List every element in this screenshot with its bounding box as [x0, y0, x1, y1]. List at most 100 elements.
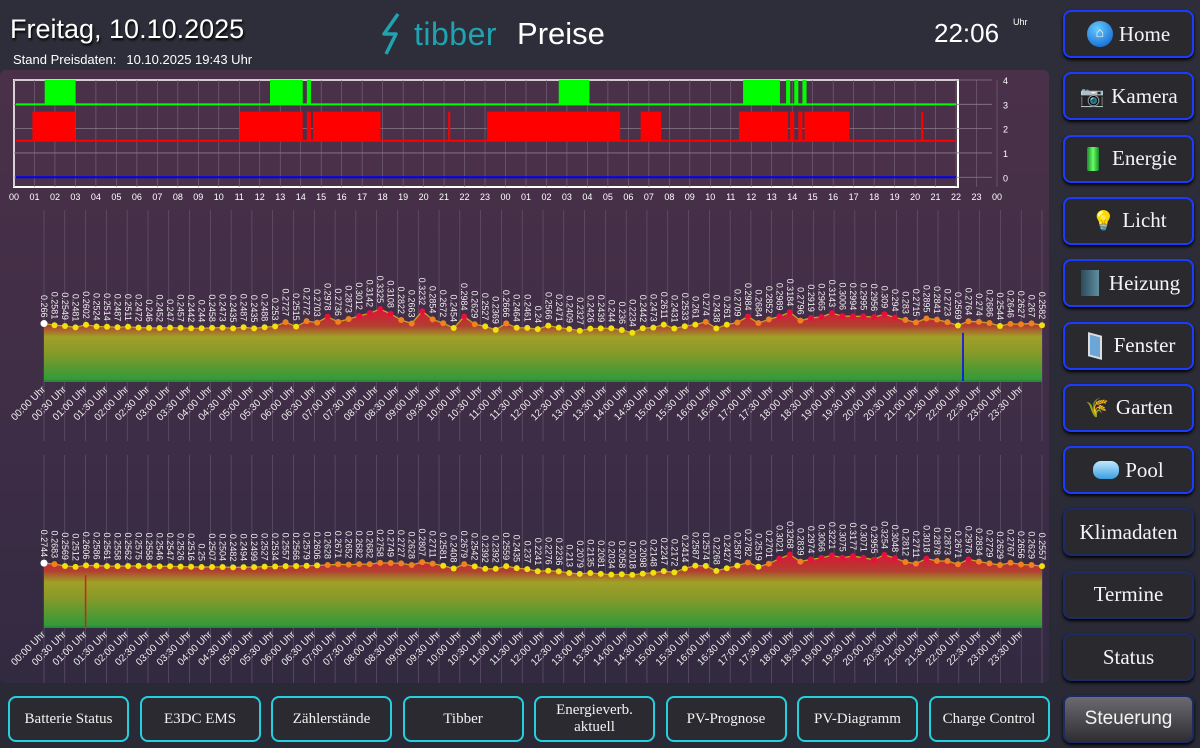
price-point [902, 316, 909, 323]
price-label: 0.237 [522, 541, 532, 564]
sidebar-item-fenster[interactable]: Fenster [1063, 321, 1194, 370]
price-point [314, 319, 321, 326]
nav-button-1[interactable]: E3DC EMS [139, 696, 261, 742]
status-x-tick: 02 [541, 192, 551, 202]
price-label: 0.2435 [228, 295, 238, 323]
price-label: 0.2514 [102, 293, 112, 321]
price-point [965, 556, 972, 563]
price-label: 0.3021 [774, 525, 784, 553]
price-point [818, 313, 825, 320]
nav-button-2[interactable]: Zählerstände [271, 696, 392, 742]
sidebar-item-label: Heizung [1108, 270, 1181, 295]
stand-value: 10.10.2025 19:43 Uhr [126, 52, 253, 67]
status-x-tick: 17 [357, 192, 367, 202]
price-point [629, 571, 636, 578]
status-x-tick: 14 [787, 192, 797, 202]
price-point [713, 567, 720, 574]
price-label: 0.2628 [323, 531, 333, 559]
sidebar-item-label: Home [1118, 21, 1171, 46]
price-point [461, 561, 468, 568]
price-label: 0.2629 [1026, 531, 1036, 559]
price-label: 0.2435 [512, 535, 522, 563]
price-label: 0.2369 [491, 296, 501, 324]
nav-button-3[interactable]: Tibber [402, 696, 524, 742]
nav-button-4[interactable]: Energieverb. aktuell [534, 696, 655, 742]
price-label: 0.2919 [806, 284, 816, 312]
sidebar-item-heizung[interactable]: Heizung [1063, 259, 1194, 308]
price-point [429, 560, 436, 567]
status-x-tick: 13 [767, 192, 777, 202]
nav-button-6[interactable]: PV-Diagramm [797, 696, 918, 742]
price-point [576, 327, 583, 334]
window-icon [1082, 331, 1108, 360]
price-point [303, 318, 310, 325]
sidebar-item-garten[interactable]: 🌾 Garten [1063, 383, 1194, 432]
price-point [146, 324, 153, 331]
price-point [818, 554, 825, 561]
price-label: 0.2686 [984, 289, 994, 317]
price-point [261, 563, 268, 570]
sidebar-item-home[interactable]: ⌂ Home [1063, 10, 1194, 58]
sidebar-item-pool[interactable]: Pool [1063, 446, 1194, 495]
price-point [408, 561, 415, 568]
stand-label: Stand Preisdaten: [13, 52, 117, 67]
sidebar-item-termine[interactable]: Termine [1063, 570, 1194, 619]
status-block-green [44, 80, 76, 105]
nav-button-5[interactable]: PV-Prognose [665, 696, 787, 742]
price-label: 0.2276 [543, 537, 553, 565]
price-point [387, 310, 394, 317]
price-label: 0.2994 [848, 283, 858, 311]
price-point [797, 558, 804, 565]
price-label: 0.244 [197, 300, 207, 323]
price-point [692, 321, 699, 328]
price-label: 0.2749 [386, 529, 396, 557]
price-label: 0.2727 [281, 289, 291, 317]
price-label: 0.2487 [239, 294, 249, 322]
price-label: 0.3018 [921, 525, 931, 553]
price-label: 0.2461 [522, 294, 532, 322]
price-label: 0.2758 [375, 529, 385, 557]
price-point [146, 563, 153, 570]
price-point [335, 318, 342, 325]
lightning-icon [382, 12, 400, 55]
price-label: 0.2561 [102, 533, 112, 561]
sidebar-item-licht[interactable]: 💡 Licht [1063, 196, 1194, 245]
nav-button-7[interactable]: Charge Control [928, 696, 1050, 742]
price-label: 0.2408 [449, 535, 459, 563]
price-point [324, 561, 331, 568]
sidebar-item-klimadaten[interactable]: Klimadaten [1063, 508, 1194, 557]
price-label: 0.2392 [480, 535, 490, 563]
nav-button-0[interactable]: Batterie Status [8, 696, 129, 742]
sidebar-item-status[interactable]: Status [1063, 633, 1194, 681]
status-x-tick: 06 [132, 192, 142, 202]
status-x-tick: 13 [275, 192, 285, 202]
price-label: 0.3006 [837, 283, 847, 311]
sidebar-item-steuerung[interactable]: Steuerung [1063, 695, 1194, 744]
price-point [492, 565, 499, 572]
sidebar-item-kamera[interactable]: 📷 Kamera [1063, 72, 1194, 121]
pool-icon [1093, 457, 1120, 483]
price-label: 0.2629 [470, 291, 480, 319]
price-label: 0.2854 [428, 286, 438, 314]
price-label: 0.2482 [228, 534, 238, 562]
price-point [807, 314, 814, 321]
status-x-tick: 12 [746, 192, 756, 202]
price-label: 0.3048 [890, 525, 900, 553]
price-point [944, 558, 951, 565]
sidebar-item-energie[interactable]: Energie [1063, 134, 1194, 183]
price-point [272, 323, 279, 330]
plant-icon: 🌾 [1085, 397, 1109, 419]
price-point [891, 555, 898, 562]
price-label: 0.2558 [113, 533, 123, 561]
price-point [744, 313, 751, 320]
price-point [660, 568, 667, 575]
price-point [1028, 561, 1035, 568]
price-label: 0.3184 [785, 279, 795, 307]
price-point [765, 560, 772, 567]
price-label: 0.2703 [312, 289, 322, 317]
price-label: 0.2812 [900, 528, 910, 556]
price-point [188, 325, 195, 332]
price-label: 0.2575 [134, 532, 144, 560]
price-point [660, 321, 667, 328]
price-label: 0.2034 [606, 541, 616, 569]
